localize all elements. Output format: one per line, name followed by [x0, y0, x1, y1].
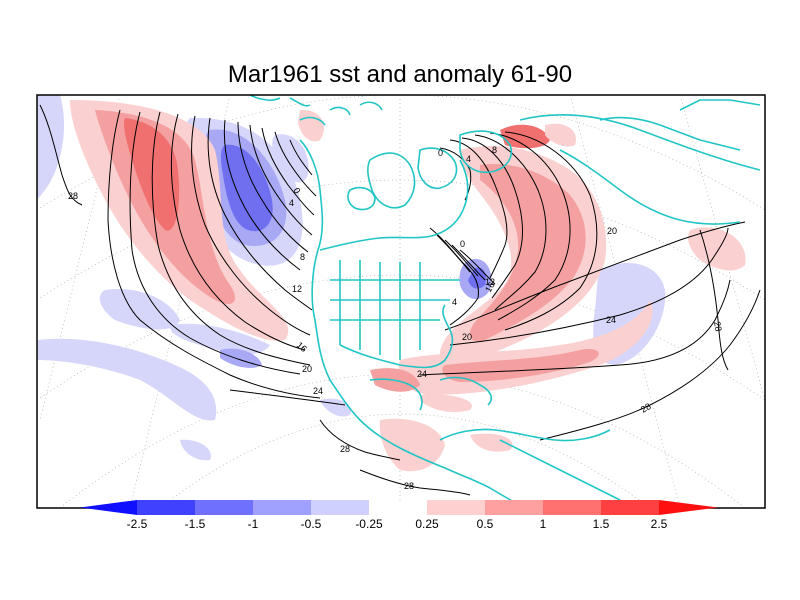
- contour-label: 24: [606, 315, 616, 325]
- contour-label: 0: [438, 148, 443, 158]
- contour-label: 16: [483, 280, 497, 294]
- colorbar-swatch: [427, 500, 485, 515]
- contour-label: 20: [462, 332, 472, 342]
- colorbar-label: -1: [248, 517, 259, 531]
- positive-anomaly-shading: [70, 100, 746, 472]
- contour-label: 28: [712, 321, 724, 333]
- colorbar-label: -0.5: [301, 517, 322, 531]
- contour-label: 24: [417, 369, 427, 379]
- contour-label: 8: [492, 145, 497, 155]
- colorbar-left-arrow: [80, 500, 137, 515]
- colorbar-label: 1: [540, 517, 547, 531]
- colorbar-swatch: [369, 500, 427, 515]
- colorbar-label: 1.5: [593, 517, 610, 531]
- colorbar-swatch: [253, 500, 311, 515]
- contour-label: 4: [289, 198, 294, 208]
- contour-label: 0: [460, 239, 465, 249]
- colorbar-swatch: [195, 500, 253, 515]
- contour-label: 28: [340, 444, 350, 454]
- contour-labels: 28 0 4 8 12 16 20 24 28 28 0 4 8 0 4 16 …: [68, 145, 724, 491]
- contour-label: 20: [302, 364, 312, 374]
- colorbar-right-arrow: [659, 500, 718, 515]
- contour-label: 28: [639, 401, 653, 415]
- contour-label: 0: [291, 186, 302, 195]
- contour-label: 28: [404, 481, 414, 491]
- colorbar-label: 2.5: [651, 517, 668, 531]
- map-panel: 28 0 4 8 12 16 20 24 28 28 0 4 8 0 4 16 …: [37, 95, 765, 508]
- colorbar-label: 0.5: [477, 517, 494, 531]
- colorbar-label: -1.5: [185, 517, 206, 531]
- coastlines: [249, 95, 761, 506]
- contour-label: 24: [313, 386, 323, 396]
- contour-label: 4: [452, 297, 457, 307]
- map-title: Mar1961 sst and anomaly 61-90: [228, 61, 572, 88]
- contour-label: 8: [300, 252, 305, 262]
- colorbar: -2.5 -1.5 -1 -0.5 -0.25 0.25 0.5 1 1.5 2…: [80, 500, 718, 531]
- colorbar-label: -0.25: [355, 517, 383, 531]
- colorbar-swatch: [311, 500, 369, 515]
- contour-label: 12: [485, 277, 495, 287]
- contour-label: 16: [295, 340, 309, 354]
- sst-contour-lines: [39, 104, 761, 496]
- colorbar-swatch: [137, 500, 195, 515]
- contour-label: 4: [466, 154, 471, 164]
- colorbar-label: -2.5: [127, 517, 148, 531]
- colorbar-swatch: [485, 500, 543, 515]
- contour-label: 12: [292, 284, 302, 294]
- colorbar-label: 0.25: [415, 517, 439, 531]
- contour-label: 20: [607, 226, 617, 236]
- colorbar-swatch: [601, 500, 659, 515]
- colorbar-swatch: [543, 500, 601, 515]
- contour-label: 28: [68, 191, 78, 201]
